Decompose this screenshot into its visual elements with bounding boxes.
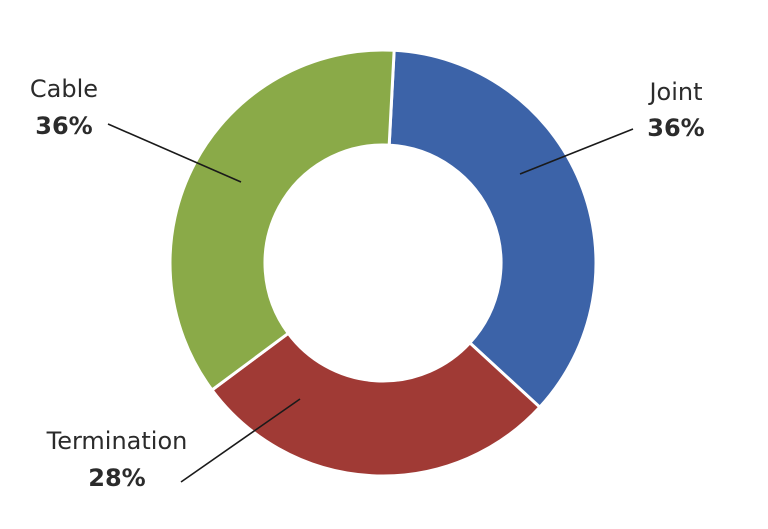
label-termination: Termination 28% [46,398,301,492]
slice-joint [387,48,598,410]
joint-name-label: Joint [647,78,702,106]
termination-percent-label: 28% [88,464,145,492]
slice-cable [168,48,396,393]
cable-name-label: Cable [30,75,98,103]
joint-percent-label: 36% [647,114,704,142]
label-cable: Cable 36% [30,75,242,183]
donut-slices [168,48,598,478]
termination-name-label: Termination [46,427,188,455]
termination-leader-line [180,398,301,483]
label-joint: Joint 36% [519,78,705,175]
cable-leader-line [107,123,242,183]
cable-percent-label: 36% [35,112,92,140]
slice-termination [209,331,542,478]
joint-leader-line [519,128,634,175]
